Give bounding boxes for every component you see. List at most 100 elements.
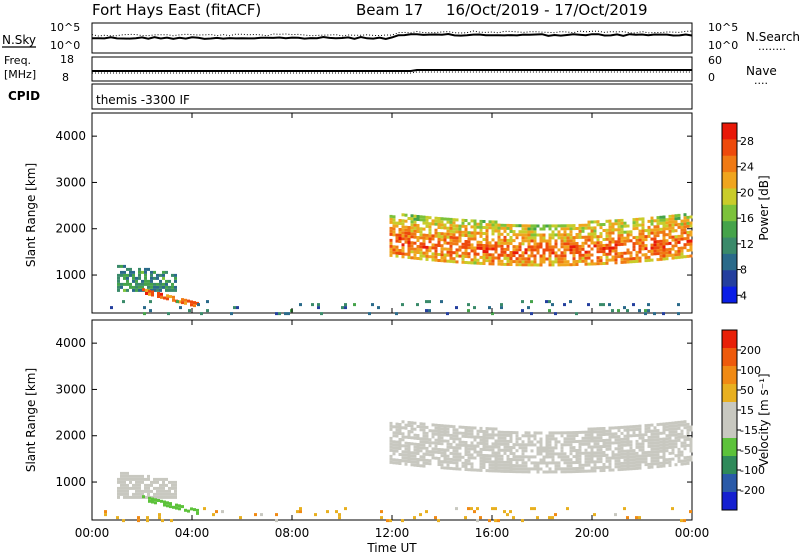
data-cell bbox=[503, 463, 507, 467]
data-cell bbox=[584, 454, 588, 458]
data-cell bbox=[623, 437, 627, 441]
data-cell bbox=[656, 441, 660, 445]
data-cell bbox=[623, 467, 627, 471]
data-cell bbox=[494, 466, 498, 470]
data-cell bbox=[407, 430, 411, 433]
data-cell bbox=[656, 453, 660, 457]
noise-left-tick-bottom: 10^0 bbox=[50, 39, 80, 52]
power-colorbar-label: Power [dB] bbox=[757, 175, 771, 240]
data-cell bbox=[206, 300, 209, 304]
data-cell bbox=[578, 223, 582, 227]
data-cell bbox=[126, 279, 129, 283]
data-cell bbox=[683, 426, 687, 430]
data-cell bbox=[497, 460, 501, 464]
data-cell bbox=[563, 248, 567, 252]
data-cell bbox=[665, 446, 669, 450]
data-cell bbox=[635, 226, 639, 230]
data-cell bbox=[641, 445, 645, 449]
data-cell bbox=[410, 226, 414, 230]
data-cell bbox=[144, 483, 147, 487]
data-cell bbox=[671, 223, 675, 227]
data-cell bbox=[132, 273, 135, 277]
data-cell bbox=[668, 442, 672, 446]
data-cell bbox=[162, 480, 165, 484]
data-cell bbox=[404, 213, 408, 217]
data-cell bbox=[680, 453, 684, 457]
data-cell bbox=[464, 465, 468, 468]
data-cell bbox=[545, 464, 549, 468]
data-cell bbox=[123, 282, 126, 286]
data-cell bbox=[482, 463, 486, 466]
data-cell bbox=[126, 273, 129, 277]
data-cell bbox=[416, 464, 420, 467]
data-cell bbox=[482, 436, 486, 439]
data-cell bbox=[614, 465, 618, 469]
data-cell bbox=[479, 222, 483, 226]
data-cell bbox=[440, 259, 444, 263]
data-cell bbox=[524, 263, 528, 267]
data-cell bbox=[569, 300, 572, 304]
data-cell bbox=[572, 242, 576, 246]
data-cell bbox=[461, 230, 465, 234]
data-cell bbox=[527, 263, 531, 267]
data-cell bbox=[563, 233, 567, 237]
data-cell bbox=[150, 489, 153, 493]
data-cell bbox=[539, 440, 543, 444]
data-cell bbox=[575, 242, 579, 245]
data-cell bbox=[168, 486, 171, 490]
data-cell bbox=[485, 241, 489, 245]
data-cell bbox=[506, 238, 510, 242]
data-cell bbox=[344, 507, 347, 511]
data-cell bbox=[404, 459, 408, 463]
colorbar-tick-label: 15 bbox=[740, 404, 754, 417]
data-cell bbox=[428, 255, 432, 259]
data-cell bbox=[129, 495, 132, 499]
data-cell bbox=[503, 439, 507, 443]
data-cell bbox=[428, 444, 432, 448]
data-cell bbox=[629, 458, 633, 462]
data-cell bbox=[686, 425, 690, 429]
data-cell bbox=[689, 443, 693, 447]
data-cell bbox=[168, 285, 171, 289]
data-cell bbox=[686, 431, 690, 435]
data-cell bbox=[536, 449, 540, 453]
data-cell bbox=[449, 442, 453, 446]
data-cell bbox=[527, 248, 531, 252]
data-cell bbox=[614, 447, 618, 451]
data-cell bbox=[392, 221, 396, 225]
data-cell bbox=[407, 451, 411, 454]
colorbar-tick-label: 8 bbox=[740, 264, 747, 277]
data-cell bbox=[524, 230, 528, 234]
data-cell bbox=[569, 230, 573, 234]
data-cell bbox=[473, 306, 476, 310]
data-cell bbox=[560, 254, 564, 258]
data-cell bbox=[449, 445, 453, 449]
data-cell bbox=[599, 226, 603, 230]
data-cell bbox=[117, 285, 120, 289]
data-cell bbox=[611, 441, 615, 445]
data-cell bbox=[473, 222, 477, 226]
data-cell bbox=[398, 459, 402, 462]
data-cell bbox=[596, 247, 600, 251]
data-cell bbox=[419, 215, 423, 219]
data-cell bbox=[530, 236, 534, 240]
data-cell bbox=[488, 259, 492, 263]
data-cell bbox=[587, 238, 591, 242]
data-cell bbox=[575, 260, 579, 263]
data-cell bbox=[401, 432, 405, 436]
data-cell bbox=[638, 229, 642, 233]
data-cell bbox=[632, 227, 636, 231]
data-cell bbox=[668, 220, 672, 224]
data-cell bbox=[422, 221, 426, 225]
data-cell bbox=[668, 247, 672, 251]
data-cell bbox=[611, 255, 615, 259]
data-cell bbox=[581, 430, 585, 434]
data-cell bbox=[413, 457, 417, 461]
data-cell bbox=[461, 242, 465, 246]
data-cell bbox=[503, 223, 507, 227]
data-cell bbox=[129, 474, 132, 478]
data-cell bbox=[635, 253, 639, 257]
data-cell bbox=[428, 228, 432, 232]
data-cell bbox=[146, 519, 149, 523]
